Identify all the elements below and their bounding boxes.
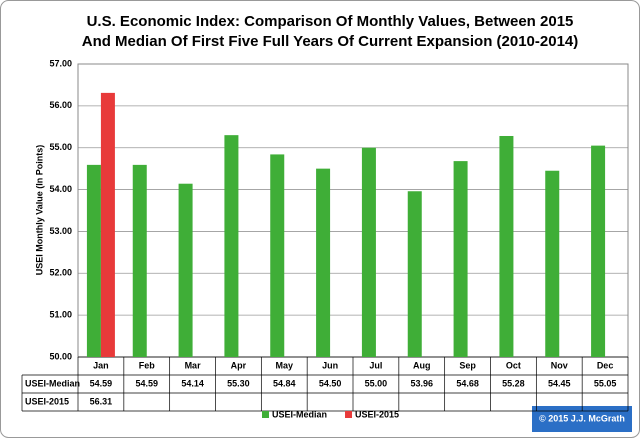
- y-tick-label: 57.00: [49, 58, 72, 68]
- x-tick-label: Oct: [506, 360, 521, 370]
- table-value: 54.68: [456, 378, 479, 388]
- y-tick-label: 56.00: [49, 100, 72, 110]
- legend-swatch: [345, 411, 353, 418]
- bar: [499, 135, 514, 357]
- chart-title: And Median Of First Five Full Years Of C…: [82, 33, 579, 50]
- y-axis-label: USEI Monthly Value (In Points): [34, 145, 44, 276]
- table-value: 54.50: [319, 378, 342, 388]
- table-value: 54.59: [135, 378, 158, 388]
- x-tick-label: Jan: [93, 360, 109, 370]
- x-tick-label: Mar: [185, 360, 202, 370]
- bar: [407, 191, 422, 357]
- x-tick-label: Jun: [322, 360, 338, 370]
- y-tick-label: 54.00: [49, 184, 72, 194]
- bar: [270, 154, 285, 357]
- bar: [178, 183, 193, 357]
- x-tick-label: May: [275, 360, 293, 370]
- x-tick-label: Sep: [459, 360, 476, 370]
- y-tick-label: 53.00: [49, 226, 72, 236]
- bar: [453, 161, 468, 357]
- legend-swatch: [262, 411, 269, 418]
- x-tick-label: Jul: [369, 360, 382, 370]
- x-tick-label: Nov: [551, 360, 568, 370]
- table-value: 53.96: [410, 378, 433, 388]
- y-tick-label: 55.00: [49, 142, 72, 152]
- annotation: © 2015 J.J. McGrath: [539, 413, 625, 423]
- bar: [316, 168, 331, 357]
- table-series-name: USEI-Median: [25, 378, 80, 388]
- y-tick-label: 51.00: [49, 310, 72, 320]
- x-tick-label: Dec: [597, 360, 614, 370]
- x-tick-label: Aug: [413, 360, 431, 370]
- legend-label: USEI-Median: [272, 409, 327, 419]
- table-value: 55.05: [594, 378, 617, 388]
- table-value: 54.59: [90, 378, 113, 388]
- bar: [361, 147, 376, 357]
- table-value: 55.30: [227, 378, 250, 388]
- table-value: 55.28: [502, 378, 525, 388]
- y-tick-label: 50.00: [49, 351, 72, 361]
- chart-title: U.S. Economic Index: Comparison Of Month…: [87, 13, 574, 30]
- x-tick-label: Feb: [139, 360, 156, 370]
- table-value: 54.45: [548, 378, 571, 388]
- table-value: 56.31: [90, 396, 113, 406]
- bar: [224, 135, 239, 357]
- bar: [545, 170, 560, 357]
- bar: [591, 145, 606, 357]
- legend-label: USEI-2015: [355, 409, 399, 419]
- y-tick-label: 52.00: [49, 268, 72, 278]
- bar: [100, 92, 115, 357]
- table-value: 54.84: [273, 378, 296, 388]
- bar: [132, 164, 147, 357]
- x-tick-label: Apr: [231, 360, 247, 370]
- table-series-name: USEI-2015: [25, 396, 69, 406]
- bar: [86, 164, 101, 357]
- table-value: 55.00: [365, 378, 388, 388]
- table-value: 54.14: [181, 378, 204, 388]
